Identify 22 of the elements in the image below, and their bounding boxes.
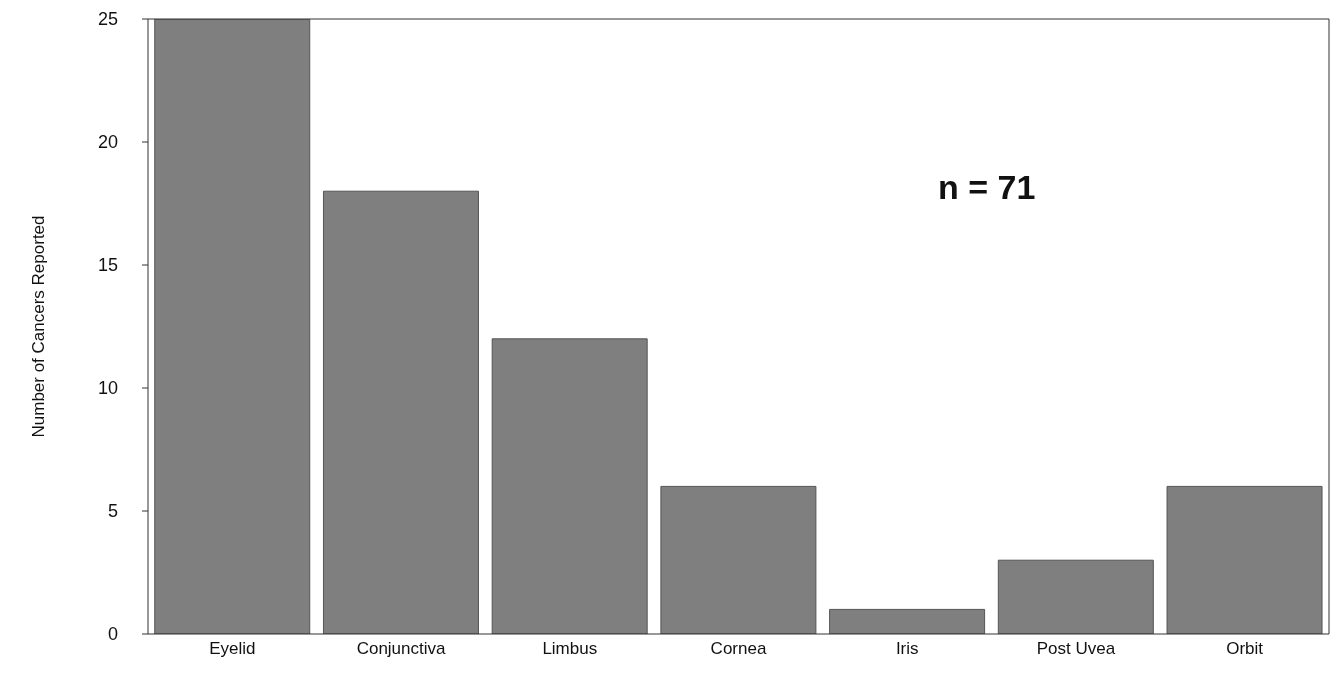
- x-tick-label: Iris: [895, 639, 919, 659]
- x-tick-label: Eyelid: [209, 639, 256, 659]
- bar: [829, 608, 986, 634]
- bar: [660, 485, 817, 634]
- y-tick-label: 20: [97, 132, 118, 153]
- y-tick-label: 5: [107, 501, 118, 522]
- annotation: n = 71: [938, 168, 1036, 207]
- bar: [154, 19, 311, 634]
- x-tick-label: Limbus: [542, 639, 598, 659]
- y-tick-label: 15: [97, 255, 118, 276]
- x-tick-label: Orbit: [1226, 639, 1264, 659]
- bar: [1166, 485, 1323, 634]
- x-tick-label: Cornea: [710, 639, 767, 659]
- y-axis-title: Number of Cancers Reported: [29, 215, 49, 438]
- y-tick-label: 10: [97, 378, 118, 399]
- bar: [997, 559, 1154, 634]
- bar: [491, 338, 648, 634]
- x-tick-label: Post Uvea: [1036, 639, 1116, 659]
- y-tick-label: 0: [107, 624, 118, 645]
- bar: [322, 190, 479, 634]
- x-tick-label: Conjunctiva: [356, 639, 447, 659]
- y-tick-label: 25: [97, 9, 118, 30]
